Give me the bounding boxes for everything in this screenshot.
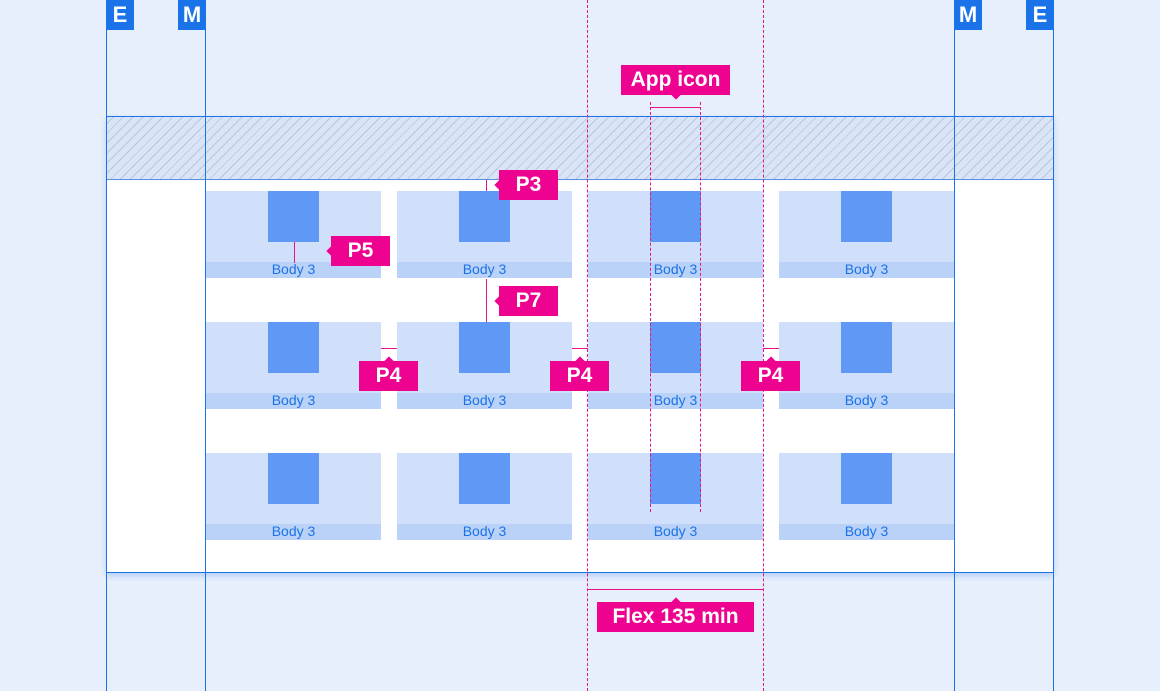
- app-icon-placeholder: [268, 191, 319, 242]
- app-icon-placeholder: [459, 453, 510, 504]
- edge-badge-right: E: [1026, 0, 1054, 30]
- app-tile[interactable]: Body 3: [206, 453, 381, 540]
- tile-label: Body 3: [588, 524, 763, 540]
- app-bar-area: [107, 117, 1053, 180]
- tile-label: Body 3: [588, 393, 763, 409]
- tile-label: Body 3: [206, 262, 381, 278]
- app-icon-placeholder: [841, 453, 892, 504]
- margin-keyline-left: [205, 0, 206, 691]
- p4-annotation: P4: [550, 361, 609, 391]
- tile-label: Body 3: [206, 524, 381, 540]
- app-icon-placeholder: [650, 322, 701, 373]
- p5-measure-line: [294, 242, 295, 263]
- app-tile[interactable]: Body 3: [206, 322, 381, 409]
- tile-label: Body 3: [397, 524, 572, 540]
- app-tile[interactable]: Body 3: [779, 453, 954, 540]
- app-icon-placeholder: [650, 191, 701, 242]
- flex-column-guide-right: [763, 0, 764, 691]
- margin-badge-left: M: [178, 0, 206, 30]
- app-tile[interactable]: Body 3: [206, 191, 381, 278]
- tile-label: Body 3: [397, 393, 572, 409]
- app-icon-placeholder: [841, 322, 892, 373]
- p4-annotation: P4: [741, 361, 800, 391]
- app-tile[interactable]: Body 3: [397, 322, 572, 409]
- tile-label: Body 3: [206, 393, 381, 409]
- app-icon-placeholder: [268, 453, 319, 504]
- flex-annotation: Flex 135 min: [597, 602, 754, 632]
- tile-label: Body 3: [397, 262, 572, 278]
- edge-keyline-right: [1053, 0, 1054, 691]
- margin-keyline-right: [954, 0, 955, 691]
- app-icon-annotation: App icon: [621, 65, 730, 95]
- p3-measure-line: [486, 180, 487, 191]
- app-icon-placeholder: [268, 322, 319, 373]
- app-icon-placeholder: [650, 453, 701, 504]
- app-tile[interactable]: Body 3: [588, 322, 763, 409]
- edge-keyline-left: [106, 0, 107, 691]
- app-icon-measure-line: [650, 107, 701, 108]
- app-tile[interactable]: Body 3: [588, 191, 763, 278]
- p4-measure-line: [763, 348, 779, 349]
- app-icon-guide-left: [650, 102, 651, 512]
- p4-measure-line: [381, 348, 397, 349]
- tile-label: Body 3: [779, 524, 954, 540]
- app-tile[interactable]: Body 3: [397, 191, 572, 278]
- app-tile[interactable]: Body 3: [397, 453, 572, 540]
- app-tile[interactable]: Body 3: [779, 322, 954, 409]
- p7-measure-line: [486, 279, 487, 322]
- p5-annotation: P5: [331, 236, 390, 266]
- tile-label: Body 3: [779, 393, 954, 409]
- app-icon-placeholder: [841, 191, 892, 242]
- tile-label: Body 3: [779, 262, 954, 278]
- flex-column-guide-left: [587, 0, 588, 691]
- p7-annotation: P7: [499, 286, 558, 316]
- edge-badge-left: E: [106, 0, 134, 30]
- app-tile[interactable]: Body 3: [779, 191, 954, 278]
- app-tile[interactable]: Body 3: [588, 453, 763, 540]
- flex-measure-line: [588, 589, 763, 590]
- margin-badge-right: M: [954, 0, 982, 30]
- app-icon-placeholder: [459, 322, 510, 373]
- tile-label: Body 3: [588, 262, 763, 278]
- p3-annotation: P3: [499, 170, 558, 200]
- app-icon-guide-right: [700, 102, 701, 512]
- p4-measure-line: [572, 348, 588, 349]
- p4-annotation: P4: [359, 361, 418, 391]
